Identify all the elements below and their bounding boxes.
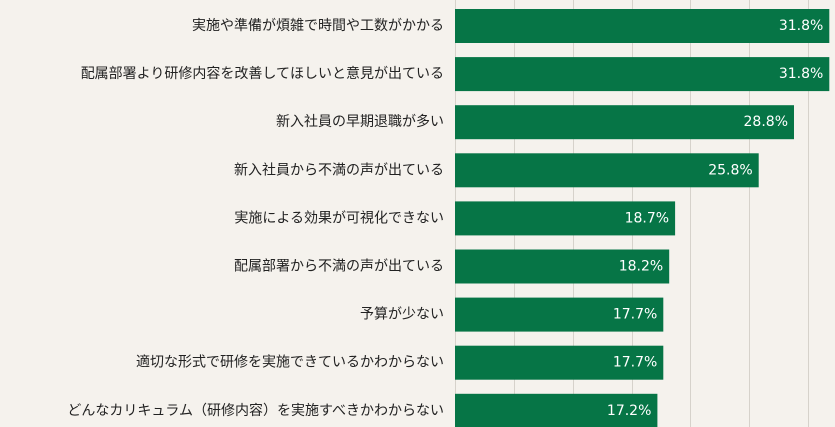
category-label-5: 実施による効果が可視化できない: [234, 210, 444, 226]
value-label-6: 18.2%: [619, 259, 663, 275]
value-label-2: 31.8%: [779, 66, 823, 82]
category-label-8: 適切な形式で研修を実施できているかわからない: [136, 354, 444, 371]
bar-9: [455, 393, 658, 427]
value-labels: 31.8% 31.8% 28.8% 25.8% 18.7% 18.2% 17.7% 17.7%…: [607, 18, 823, 419]
bar-1: [455, 9, 830, 43]
value-label-4: 25.8%: [708, 162, 752, 178]
bar-8: [455, 345, 664, 380]
value-label-7: 17.7%: [613, 307, 657, 323]
bar-4: [455, 153, 759, 188]
bar-5: [455, 201, 676, 236]
category-label-6: 配属部署から不満の声が出ている: [234, 259, 444, 275]
category-label-9: どんなカリキュラム（研修内容）を実施すべきかわからない: [67, 402, 444, 419]
value-label-1: 31.8%: [779, 18, 823, 34]
category-label-2: 配属部署より研修内容を改善してほしいと意見が出ている: [81, 65, 444, 82]
category-label-3: 新入社員の早期退職が多い: [276, 113, 444, 130]
bar-2: [455, 57, 830, 92]
bars: [455, 9, 830, 427]
value-label-9: 17.2%: [607, 403, 651, 419]
bar-7: [455, 297, 664, 332]
value-label-5: 18.7%: [625, 210, 669, 226]
category-label-4: 新入社員から不満の声が出ている: [234, 162, 444, 178]
category-label-7: 予算が少ない: [360, 307, 444, 323]
bar-6: [455, 249, 670, 284]
category-labels: 実施や準備が煩雑で時間や工数がかかる配属部署より研修内容を改善してほしいと意見が…: [67, 18, 444, 419]
value-label-3: 28.8%: [744, 114, 788, 130]
value-label-8: 17.7%: [613, 355, 657, 371]
category-label-1: 実施や準備が煩雑で時間や工数がかかる: [192, 18, 444, 34]
bar-3: [455, 105, 794, 140]
